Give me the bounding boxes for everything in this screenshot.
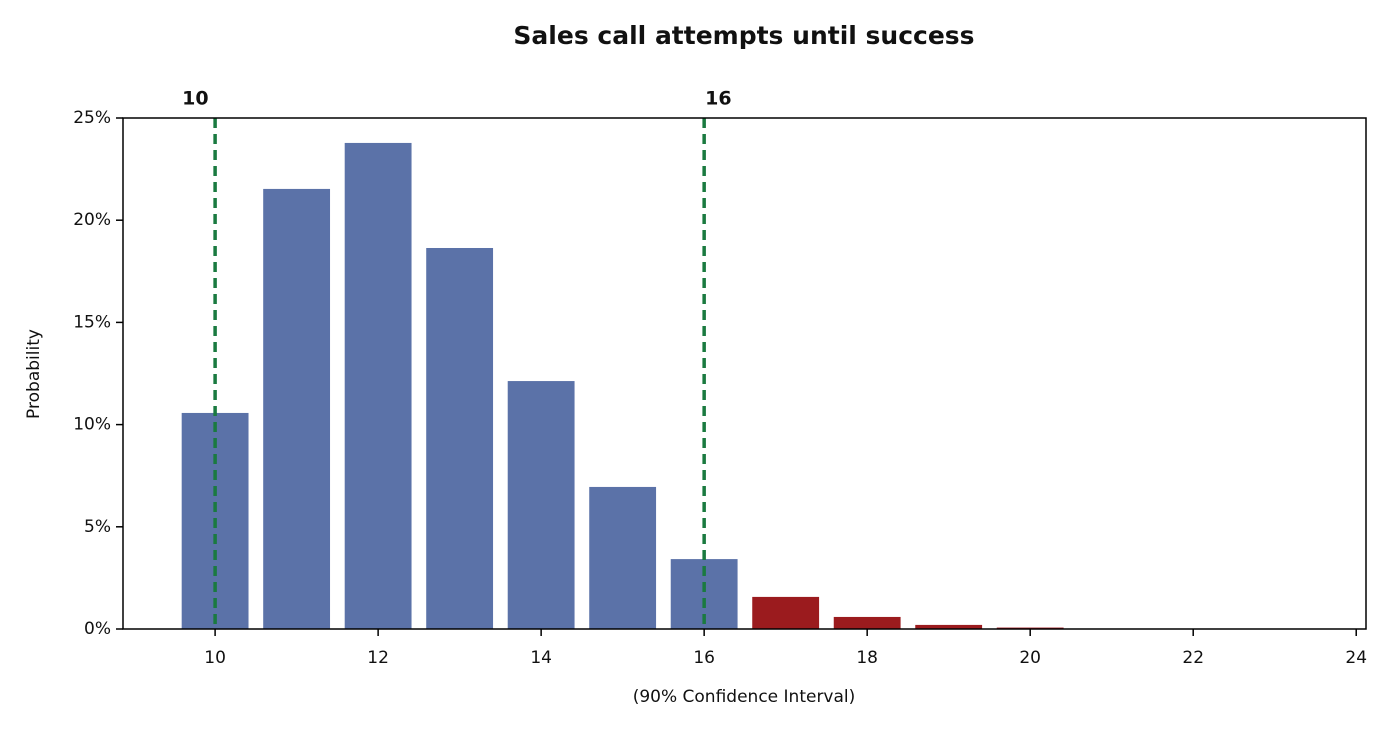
bar bbox=[426, 247, 494, 629]
chart-title: Sales call attempts until success bbox=[513, 21, 974, 50]
reference-label: 16 bbox=[705, 88, 731, 110]
plot-frame bbox=[122, 117, 1367, 630]
bar bbox=[263, 188, 331, 629]
bar bbox=[344, 142, 412, 629]
x-tick-label: 24 bbox=[1345, 648, 1367, 668]
bar bbox=[507, 381, 575, 629]
x-tick-label: 22 bbox=[1182, 648, 1204, 668]
bar bbox=[833, 616, 901, 629]
x-tick-label: 14 bbox=[530, 648, 552, 668]
x-tick-label: 20 bbox=[1019, 648, 1041, 668]
y-axis-label: Probability bbox=[24, 329, 44, 419]
x-tick-label: 12 bbox=[367, 648, 389, 668]
bar bbox=[915, 624, 983, 629]
y-tick-label: 15% bbox=[73, 312, 111, 332]
y-tick-label: 20% bbox=[73, 210, 111, 230]
y-tick-label: 5% bbox=[84, 517, 111, 537]
y-tick-label: 25% bbox=[73, 108, 111, 128]
x-axis-label: (90% Confidence Interval) bbox=[633, 687, 856, 707]
x-tick-label: 18 bbox=[856, 648, 878, 668]
x-tick-label: 16 bbox=[693, 648, 715, 668]
bar bbox=[589, 486, 657, 629]
bar bbox=[752, 596, 820, 629]
y-tick-label: 0% bbox=[84, 619, 111, 639]
y-tick-label: 10% bbox=[73, 415, 111, 435]
x-tick-label: 10 bbox=[204, 648, 226, 668]
reference-label: 10 bbox=[182, 88, 208, 110]
